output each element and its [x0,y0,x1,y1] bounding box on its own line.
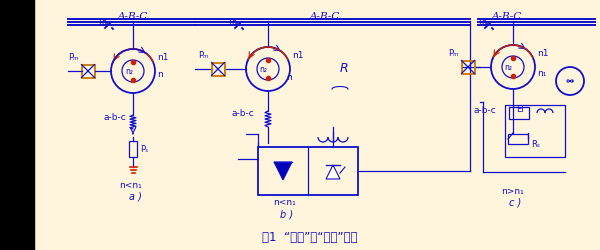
Text: a ): a ) [129,191,142,201]
Text: n>n₁: n>n₁ [501,186,524,195]
Bar [509,108,529,120]
Text: a-b-c: a-b-c [103,112,126,122]
Text: R₁: R₁ [98,19,107,28]
Bar [258,148,358,195]
Text: Pₘ: Pₘ [68,53,79,62]
Bar [505,106,565,157]
Bar [129,142,137,157]
Text: R₁: R₁ [228,19,237,28]
Text: Pₘ: Pₘ [448,49,458,58]
Text: A-B-C: A-B-C [310,12,340,21]
Text: R₁: R₁ [478,19,487,28]
Bar [461,61,475,74]
Text: c ): c ) [509,197,521,207]
Bar [508,134,528,144]
Text: Pₛ: Pₛ [140,145,148,154]
Text: n1: n1 [292,51,304,60]
Polygon shape [326,165,340,179]
Text: n₂: n₂ [504,63,512,72]
Text: Rₛ: Rₛ [531,140,540,148]
Text: b ): b ) [280,209,293,219]
Text: n1: n1 [157,53,169,62]
Text: R: R [340,62,349,75]
Text: n1: n1 [537,49,548,58]
Text: n: n [157,70,163,79]
Text: a-b-c: a-b-c [473,106,496,114]
Bar [82,65,95,78]
Bar [212,63,224,76]
Text: n: n [286,73,292,82]
Text: n<n₁: n<n₁ [273,197,296,206]
Text: n₂: n₂ [125,67,133,76]
Text: n<n₁: n<n₁ [119,180,142,189]
Text: A-B-C: A-B-C [118,12,148,21]
Polygon shape [274,162,292,180]
Text: n₂: n₂ [259,65,267,74]
Text: a-b-c: a-b-c [232,108,255,118]
Bar [0,0,34,250]
Text: Pₘ: Pₘ [198,51,208,60]
Text: n₁: n₁ [537,69,547,78]
Text: Ef: Ef [516,104,524,114]
Text: A-B-C: A-B-C [492,12,522,21]
Text: 图1  “单馈”与“双馈”电机: 图1 “单馈”与“双馈”电机 [262,230,358,243]
